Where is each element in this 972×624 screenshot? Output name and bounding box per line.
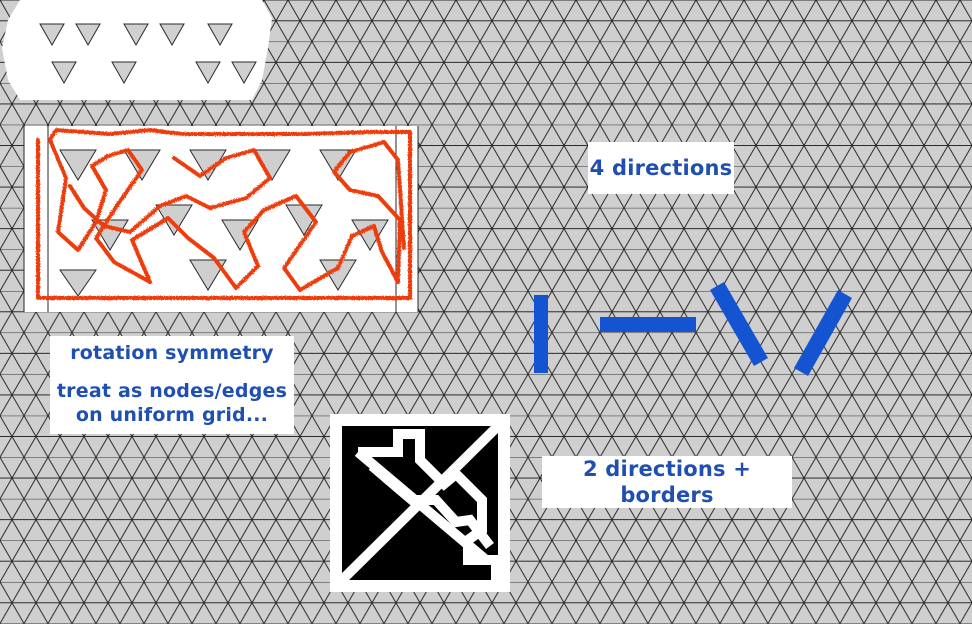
- knot-trace-panel: [23, 126, 419, 312]
- treat-as-nodes-text: treat as nodes/edges: [56, 380, 288, 403]
- two-direction-tile: [330, 414, 510, 592]
- two-directions-text: 2 directions + borders: [582, 456, 752, 507]
- horizontal-stroke: [600, 317, 696, 332]
- four-directions-label: 4 directions: [588, 142, 734, 194]
- direction-strokes: [534, 282, 852, 376]
- diagonal-down-stroke: [710, 282, 768, 366]
- uniform-grid-text: on uniform grid...: [75, 403, 269, 426]
- four-directions-text: 4 directions: [589, 155, 733, 180]
- rotation-symmetry-text: rotation symmetry: [70, 342, 274, 365]
- diagonal-up-stroke: [794, 290, 852, 376]
- rotation-symmetry-label: rotation symmetry treat as nodes/edges o…: [50, 336, 294, 434]
- top-tile-pattern: [2, 0, 272, 100]
- two-directions-label: 2 directions + borders: [542, 456, 792, 508]
- vertical-stroke: [534, 295, 548, 373]
